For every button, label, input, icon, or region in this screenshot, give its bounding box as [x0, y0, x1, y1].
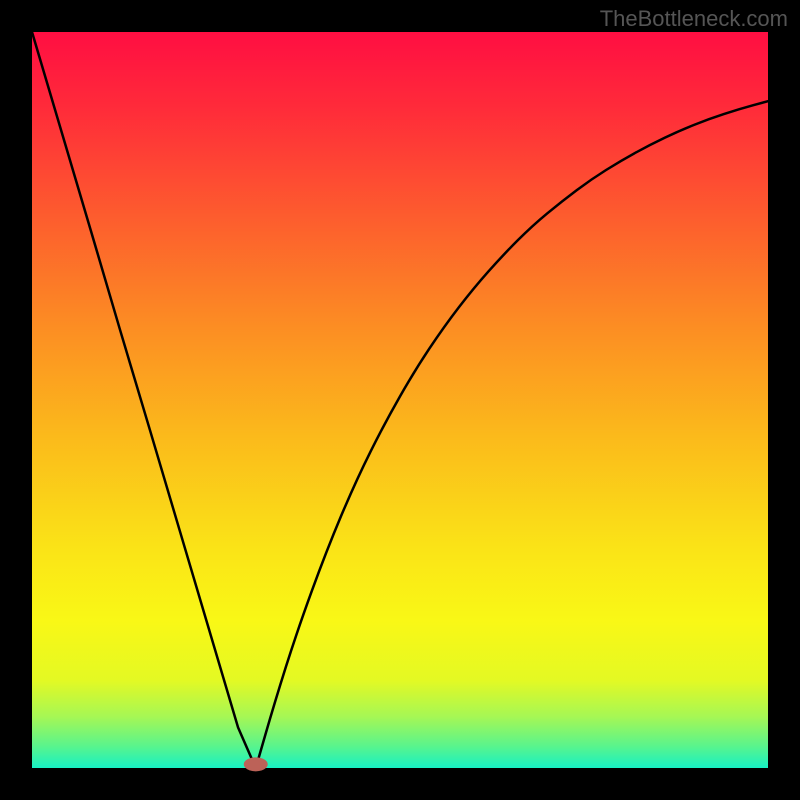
watermark-text: TheBottleneck.com — [600, 6, 788, 32]
chart-container: TheBottleneck.com — [0, 0, 800, 800]
chart-svg — [0, 0, 800, 800]
minimum-marker — [244, 757, 268, 771]
